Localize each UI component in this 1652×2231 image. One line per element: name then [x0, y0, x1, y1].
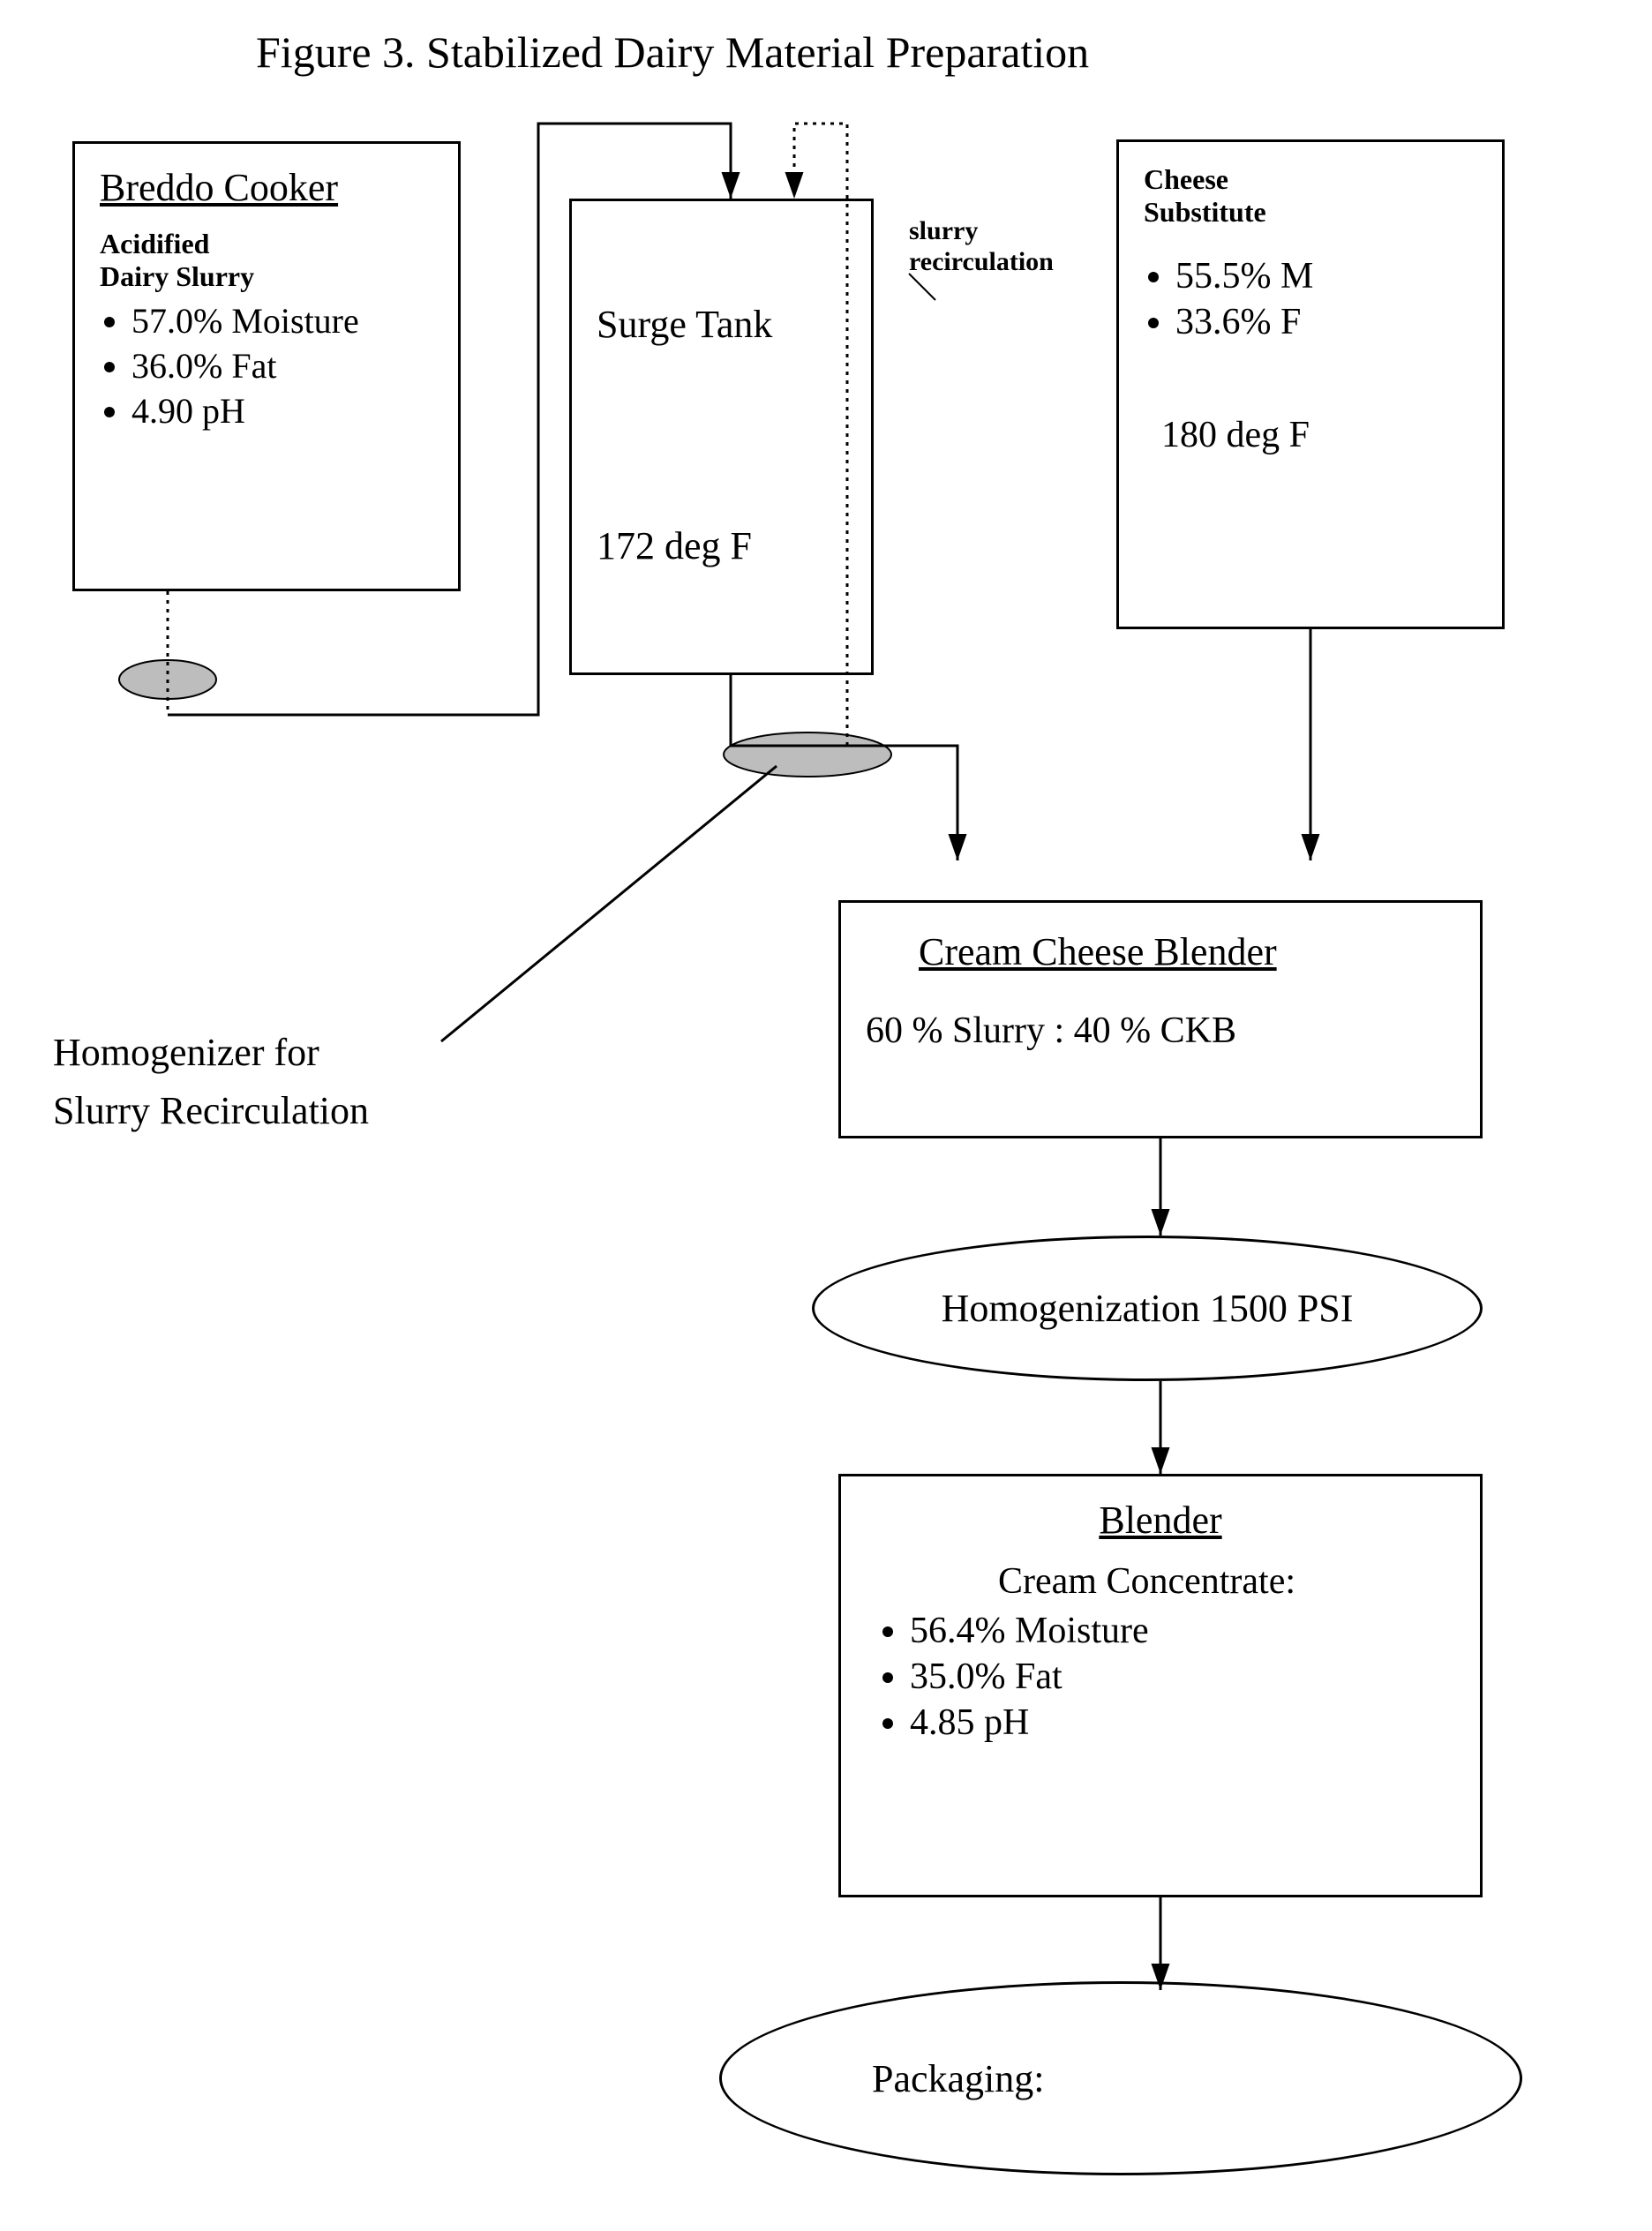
node-packaging: Packaging: [719, 1981, 1522, 2175]
node-surge-tank: Surge Tank 172 deg F [569, 199, 874, 675]
cheese-b1: 55.5% M [1175, 255, 1477, 297]
blender-b1: 56.4% Moisture [910, 1610, 1455, 1652]
breddo-b1: 57.0% Moisture [131, 300, 433, 342]
figure-title: Figure 3. Stabilized Dairy Material Prep… [256, 26, 1089, 78]
breddo-bullets: 57.0% Moisture 36.0% Fat 4.90 pH [100, 300, 433, 432]
breddo-sub2: Dairy Slurry [100, 260, 433, 293]
node-cheese-substitute: Cheese Substitute 55.5% M 33.6% F 180 de… [1116, 139, 1505, 629]
blender-line1: Cream Concentrate: [998, 1560, 1455, 1603]
ccblender-title: Cream Cheese Blender [919, 929, 1455, 974]
node-blender: Blender Cream Concentrate: 56.4% Moistur… [838, 1474, 1483, 1897]
cheese-line2: 180 deg F [1161, 414, 1477, 456]
breddo-b3: 4.90 pH [131, 390, 433, 432]
breddo-title: Breddo Cooker [100, 165, 433, 210]
ccblender-line2: 60 % Slurry : 40 % CKB [866, 1010, 1455, 1052]
blender-bullets: 56.4% Moisture 35.0% Fat 4.85 pH [866, 1610, 1455, 1744]
packaging-text: Packaging: [872, 2056, 1045, 2101]
blender-b3: 4.85 pH [910, 1701, 1455, 1744]
diagram-stage: Figure 3. Stabilized Dairy Material Prep… [0, 0, 1652, 2231]
breddo-sub1: Acidified [100, 228, 433, 260]
cheese-b2: 33.6% F [1175, 301, 1477, 343]
surge-line1: Surge Tank [597, 302, 846, 347]
homog-note-l2: Slurry Recirculation [53, 1089, 369, 1132]
cheese-bullets: 55.5% M 33.6% F [1144, 255, 1477, 343]
node-cream-cheese-blender: Cream Cheese Blender 60 % Slurry : 40 % … [838, 900, 1483, 1138]
cheese-sub1: Cheese [1144, 163, 1477, 196]
surge-line2: 172 deg F [597, 523, 846, 568]
node-breddo-cooker: Breddo Cooker Acidified Dairy Slurry 57.… [72, 141, 461, 591]
slurry-recirc-l2: recirculation [909, 247, 1054, 276]
label-homogenizer-note: Homogenizer for Slurry Recirculation [53, 1024, 369, 1140]
blender-title: Blender [866, 1498, 1455, 1543]
homog-note-l1: Homogenizer for [53, 1031, 319, 1074]
label-slurry-recirculation: slurry recirculation [909, 216, 1054, 277]
node-homogenization: Homogenization 1500 PSI [812, 1236, 1483, 1381]
blender-b2: 35.0% Fat [910, 1656, 1455, 1698]
breddo-b2: 36.0% Fat [131, 345, 433, 387]
cheese-sub2: Substitute [1144, 196, 1477, 229]
slurry-recirc-l1: slurry [909, 216, 978, 245]
homog-text: Homogenization 1500 PSI [942, 1286, 1354, 1331]
